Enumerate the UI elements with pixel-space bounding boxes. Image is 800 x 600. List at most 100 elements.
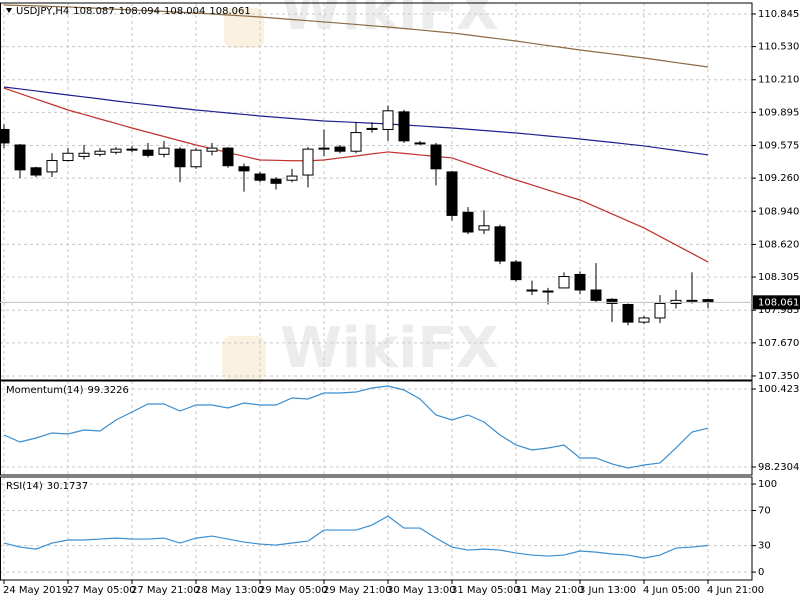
- y-tick-label: 108.940: [758, 206, 799, 217]
- close-value: 108.061: [209, 6, 250, 17]
- y-tick-label: 110.530: [758, 42, 799, 53]
- y-tick-label: 108.620: [758, 239, 799, 250]
- y-tick-label: 100: [758, 479, 777, 490]
- indicator-name: RSI(14): [6, 481, 43, 492]
- candle-body: [686, 299, 698, 302]
- candle-body: [78, 152, 90, 157]
- x-tick-label: 29 May 05:00: [259, 585, 328, 596]
- indicator-value: 99.3226: [88, 385, 129, 396]
- x-tick-label: 24 May 2019: [3, 585, 68, 596]
- candle-body: [622, 303, 634, 323]
- candle-body: [270, 178, 282, 184]
- x-tick-label: 27 May 21:00: [131, 585, 200, 596]
- candle-body: [286, 175, 298, 181]
- high-value: 108.094: [119, 6, 160, 17]
- candle-body: [606, 298, 618, 304]
- candle-body: [222, 147, 234, 167]
- candle-body: [494, 226, 506, 262]
- candle-body: [174, 148, 186, 168]
- candle-body: [158, 147, 170, 155]
- candle-body: [206, 147, 218, 152]
- indicator-name: Momentum(14): [6, 385, 84, 396]
- candle-body: [318, 147, 330, 150]
- x-tick-label: 27 May 05:00: [67, 585, 136, 596]
- candle-body: [190, 149, 202, 168]
- moving-average: [3, 4, 709, 68]
- x-tick-label: 31 May 21:00: [515, 585, 584, 596]
- y-tick-label: 107.670: [758, 338, 799, 349]
- y-tick-label: 109.260: [758, 173, 799, 184]
- current-price-tag: [753, 295, 800, 310]
- candle-body: [14, 144, 26, 171]
- y-tick-label: 110.845: [758, 9, 799, 20]
- y-tick-label: 108.305: [758, 272, 799, 283]
- y-tick-label: 107.985: [758, 305, 799, 316]
- candle-body: [254, 173, 266, 181]
- low-value: 108.004: [164, 6, 205, 17]
- y-tick-label: 107.350: [758, 371, 799, 382]
- x-tick-label: 4 Jun 05:00: [643, 585, 700, 596]
- candle-body: [478, 225, 490, 231]
- candle-body: [334, 146, 346, 152]
- current-price-label: 108.061: [758, 297, 799, 308]
- candle-body: [398, 111, 410, 142]
- symbol: USDJPY,H4: [16, 6, 69, 17]
- indicator-label: RSI(14) 30.1737: [6, 481, 88, 492]
- x-tick-label: 29 May 21:00: [323, 585, 392, 596]
- candle-body: [654, 302, 666, 319]
- candle-body: [30, 167, 42, 176]
- candle-body: [574, 273, 586, 291]
- logo: [222, 336, 266, 380]
- candle-body: [126, 148, 138, 151]
- candle-body: [558, 276, 570, 289]
- y-tick-label: 109.895: [758, 107, 799, 118]
- candle-body: [446, 171, 458, 216]
- y-tick-label: 109.575: [758, 141, 799, 152]
- y-tick-label: 0: [758, 567, 764, 578]
- x-tick-label: 3 Jun 13:00: [579, 585, 636, 596]
- logo: [224, 8, 264, 48]
- y-tick-label: 110.210: [758, 75, 799, 86]
- x-tick-label: 4 Jun 21:00: [707, 585, 764, 596]
- candle-body: [302, 148, 314, 176]
- watermark-logos: [222, 8, 266, 380]
- candle-body: [238, 166, 250, 172]
- indicator-line: [3, 515, 709, 559]
- moving-average: [3, 87, 709, 263]
- candle-body: [94, 150, 106, 155]
- candle-body: [414, 142, 426, 145]
- candle-body: [510, 261, 522, 281]
- candle-body: [382, 110, 394, 130]
- candle-body: [590, 289, 602, 301]
- dropdown-icon: [6, 8, 12, 13]
- x-tick-label: 30 May 13:00: [387, 585, 456, 596]
- indicator-label: Momentum(14) 99.3226: [6, 385, 129, 396]
- panel-border: [0, 380, 753, 476]
- y-tick-label: 30: [758, 541, 771, 552]
- panel-border: [0, 2, 753, 381]
- open-value: 108.087: [73, 6, 114, 17]
- candle-body: [142, 149, 154, 156]
- candle-body: [350, 132, 362, 152]
- candle-body: [110, 148, 122, 153]
- candle-body: [62, 152, 74, 162]
- candle-body: [430, 144, 442, 170]
- indicator-value: 30.1737: [47, 481, 88, 492]
- y-tick-label: 100.4238: [758, 384, 800, 395]
- y-tick-label: 98.2304: [758, 462, 799, 473]
- x-tick-label: 31 May 05:00: [451, 585, 520, 596]
- candle-body: [0, 128, 10, 144]
- candle-body: [542, 290, 554, 293]
- candle-body: [46, 160, 58, 173]
- indicator-line: [3, 385, 709, 469]
- panel-border: [0, 476, 753, 581]
- candle-body: [462, 211, 474, 233]
- y-tick-label: 70: [758, 505, 771, 516]
- watermark: WikiFX: [280, 316, 499, 381]
- candle-body: [526, 289, 538, 292]
- x-tick-label: 28 May 13:00: [195, 585, 264, 596]
- candle-body: [366, 127, 378, 130]
